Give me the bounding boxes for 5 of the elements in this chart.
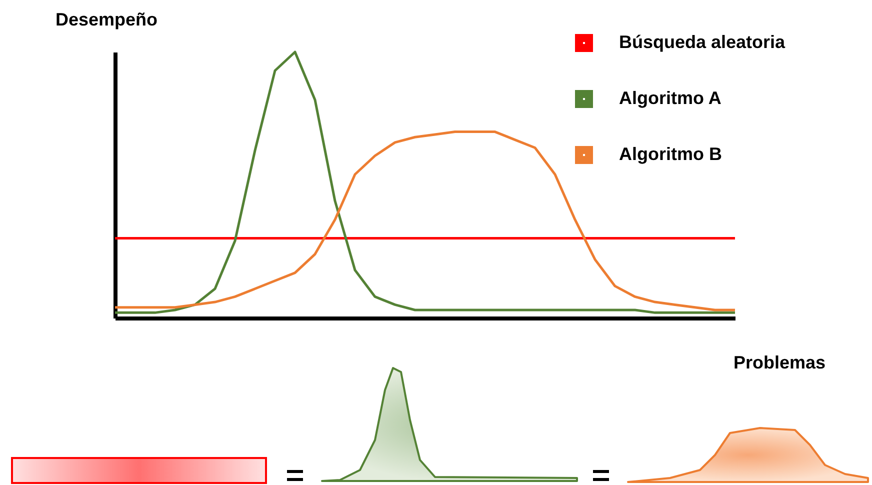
x-axis-title: Problemas <box>733 352 826 372</box>
legend-label: Algoritmo A <box>619 88 722 108</box>
legend-label: Búsqueda aleatoria <box>619 32 786 52</box>
y-axis-title: Desempeño <box>56 10 158 30</box>
legend-label: Algoritmo B <box>619 144 722 164</box>
